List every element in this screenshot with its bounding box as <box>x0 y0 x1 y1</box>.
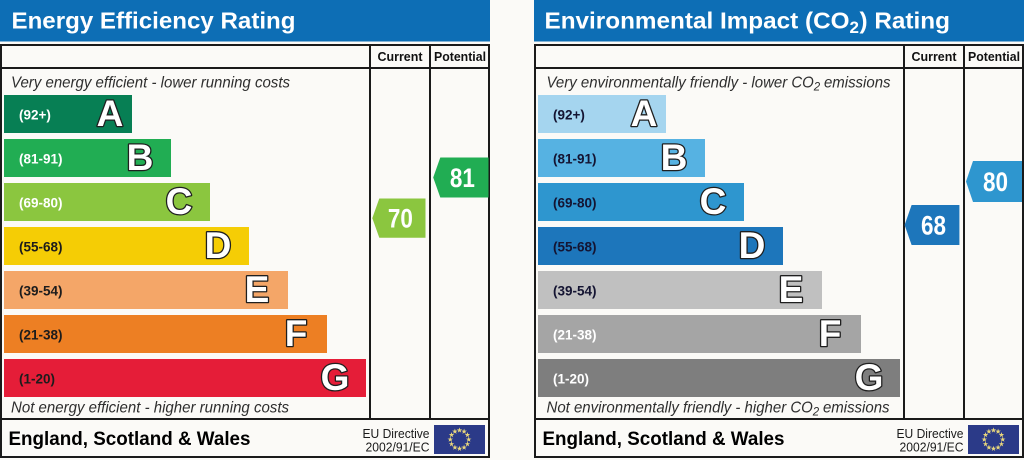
svg-text:G: G <box>855 357 884 398</box>
svg-text:Current: Current <box>912 49 958 64</box>
svg-text:Environmental Impact (CO2) Rat: Environmental Impact (CO2) Rating <box>545 7 951 37</box>
svg-text:Potential: Potential <box>434 49 486 64</box>
svg-text:Current: Current <box>378 49 424 64</box>
svg-text:2002/91/EC: 2002/91/EC <box>900 440 964 455</box>
svg-text:(55-68): (55-68) <box>553 240 597 255</box>
svg-text:(1-20): (1-20) <box>553 372 589 387</box>
svg-text:C: C <box>700 181 727 222</box>
svg-text:(1-20): (1-20) <box>19 372 55 387</box>
svg-text:Potential: Potential <box>968 49 1020 64</box>
svg-text:A: A <box>631 93 658 134</box>
svg-text:81: 81 <box>450 163 475 193</box>
svg-text:70: 70 <box>388 204 413 234</box>
svg-text:(21-38): (21-38) <box>553 328 597 343</box>
svg-text:(39-54): (39-54) <box>19 284 63 299</box>
svg-text:A: A <box>97 93 124 134</box>
svg-text:(81-91): (81-91) <box>19 152 63 167</box>
svg-text:EU Directive: EU Directive <box>897 426 964 441</box>
svg-text:EU Directive: EU Directive <box>363 426 430 441</box>
svg-text:G: G <box>321 357 350 398</box>
svg-text:(92+): (92+) <box>19 108 51 123</box>
svg-text:Very energy efficient - lower: Very energy efficient - lower running co… <box>11 75 290 92</box>
svg-text:(69-80): (69-80) <box>553 196 597 211</box>
svg-text:E: E <box>245 269 270 310</box>
svg-text:England, Scotland & Wales: England, Scotland & Wales <box>9 429 251 450</box>
svg-text:Energy Efficiency Rating: Energy Efficiency Rating <box>12 8 296 34</box>
svg-text:Very environmentally friendly: Very environmentally friendly - lower CO… <box>547 75 891 94</box>
svg-text:(69-80): (69-80) <box>19 196 63 211</box>
svg-text:E: E <box>779 269 804 310</box>
svg-text:80: 80 <box>983 167 1008 197</box>
svg-text:C: C <box>166 181 193 222</box>
svg-text:(55-68): (55-68) <box>19 240 63 255</box>
svg-text:(39-54): (39-54) <box>553 284 597 299</box>
svg-text:(92+): (92+) <box>553 108 585 123</box>
svg-text:(21-38): (21-38) <box>19 328 63 343</box>
svg-text:F: F <box>285 313 308 354</box>
svg-text:Not energy efficient - higher: Not energy efficient - higher running co… <box>11 400 289 417</box>
svg-text:F: F <box>819 313 842 354</box>
svg-text:B: B <box>661 137 688 178</box>
svg-text:(81-91): (81-91) <box>553 152 597 167</box>
svg-text:68: 68 <box>921 211 946 241</box>
svg-text:2002/91/EC: 2002/91/EC <box>366 440 430 455</box>
svg-text:D: D <box>205 225 232 266</box>
svg-text:England, Scotland & Wales: England, Scotland & Wales <box>543 429 785 450</box>
svg-text:B: B <box>127 137 154 178</box>
svg-text:Not environmentally friendly -: Not environmentally friendly - higher CO… <box>547 400 890 419</box>
svg-text:D: D <box>739 225 766 266</box>
